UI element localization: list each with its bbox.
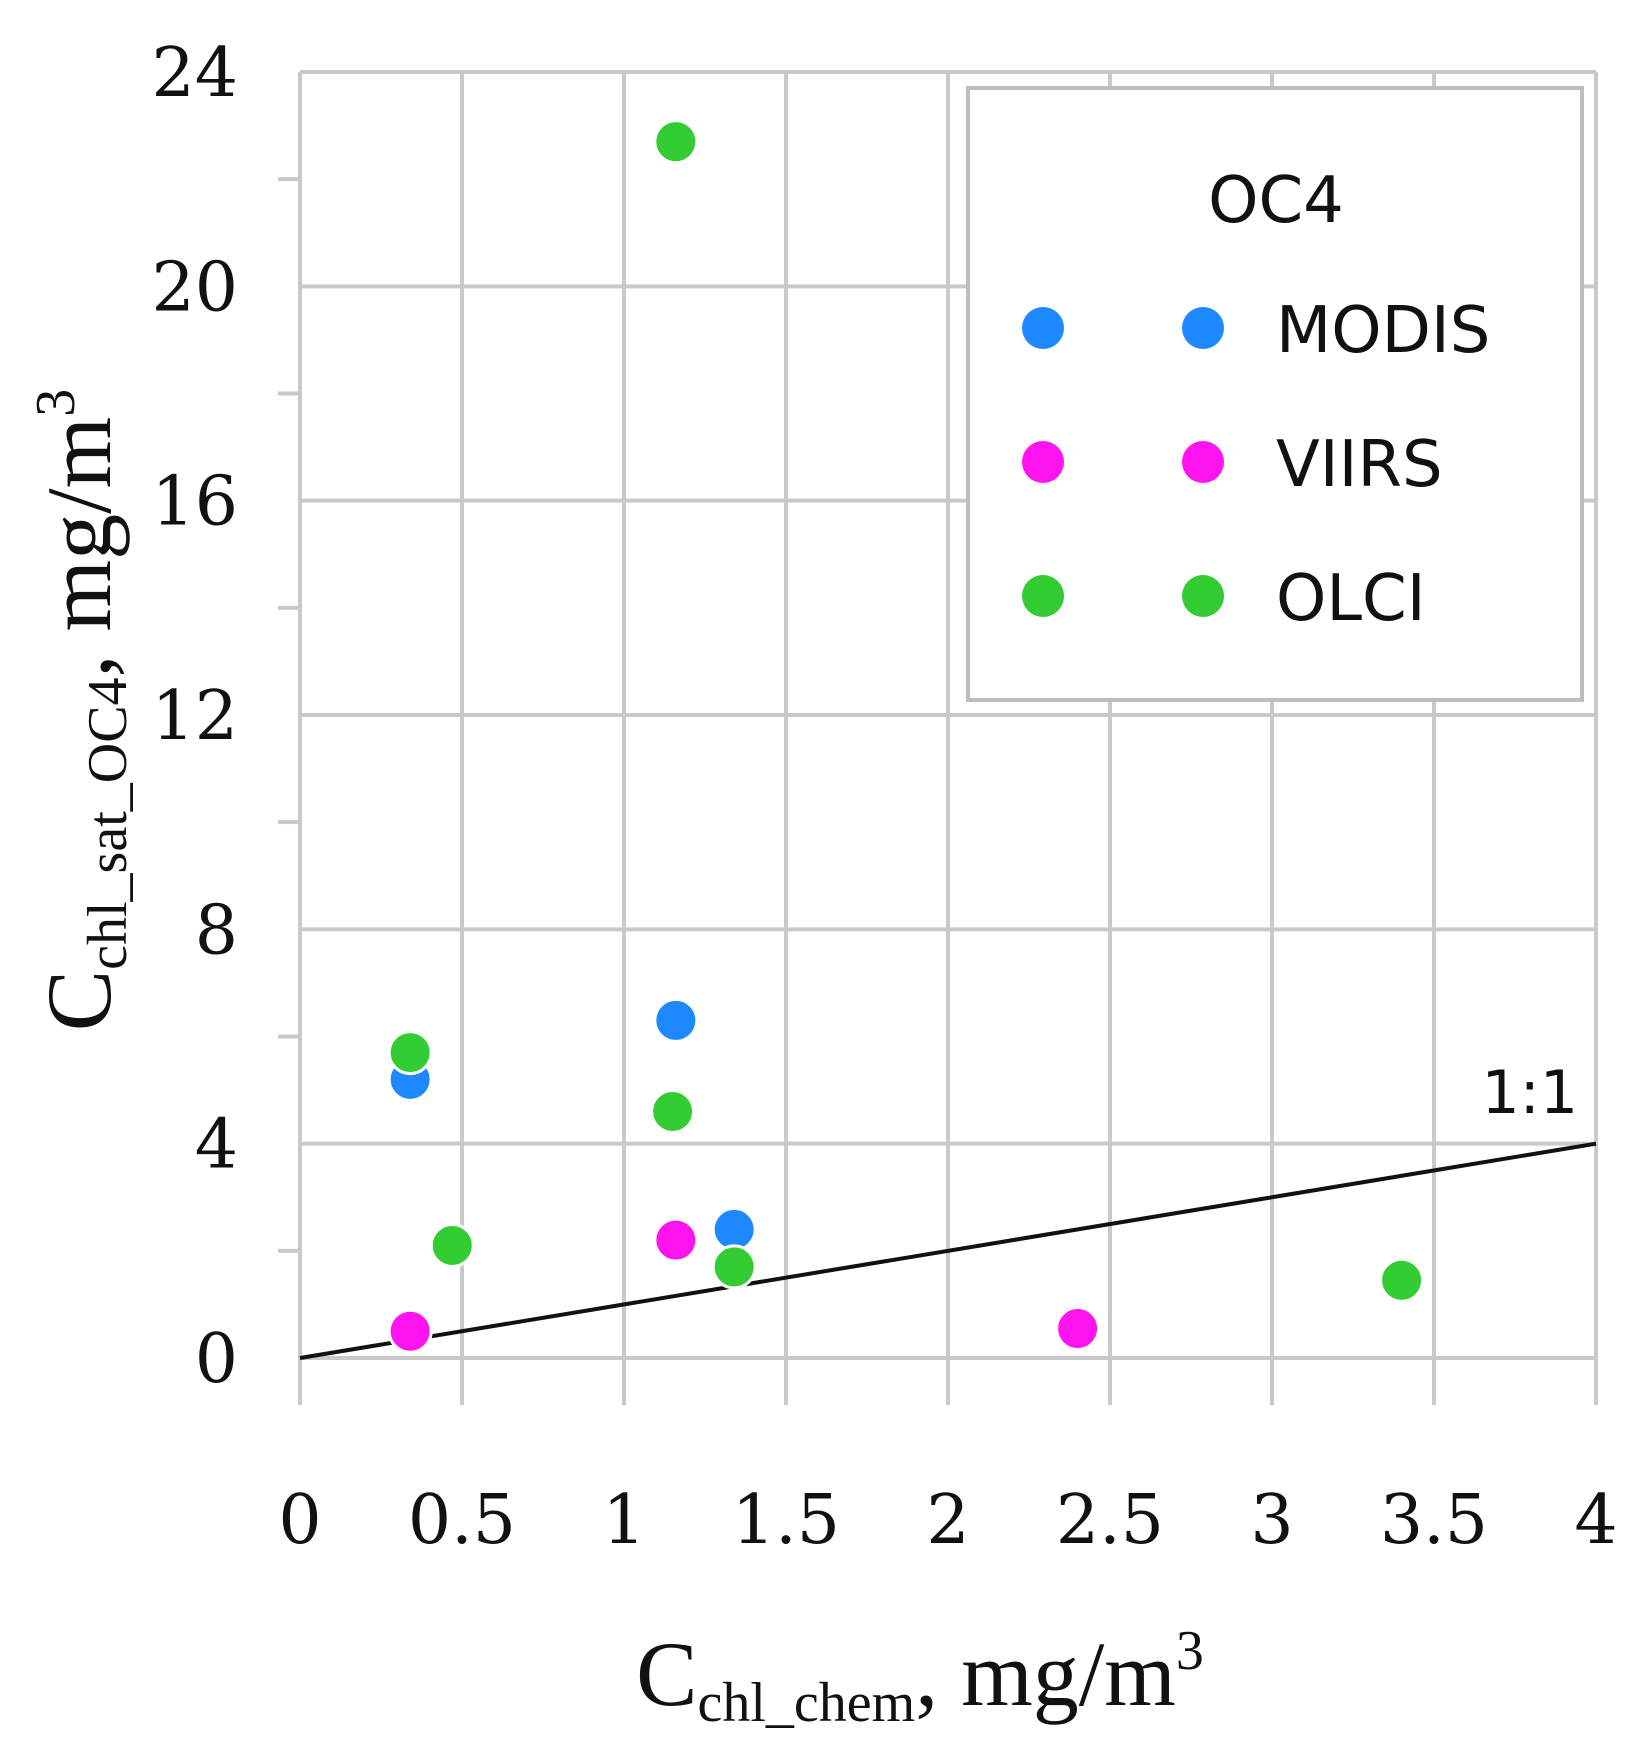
olci-point — [711, 1244, 757, 1290]
x-axis-title: Cchl_chem, mg/m3 — [636, 1620, 1204, 1734]
legend-marker-olci — [1182, 575, 1224, 617]
viirs-point — [1055, 1306, 1101, 1352]
one-to-one-line — [299, 1141, 1597, 1360]
x-axis-title-main: C — [636, 1623, 697, 1725]
legend-marker-viirs — [1022, 441, 1064, 483]
modis-point — [653, 997, 699, 1043]
x-tick-label: 0 — [278, 1481, 321, 1560]
legend-label-olci: OLCI — [1276, 562, 1426, 636]
data-points — [387, 119, 1425, 1354]
x-axis-title-suffix: , mg/m — [915, 1623, 1176, 1725]
legend-marker-viirs — [1182, 441, 1224, 483]
legend-title: OC4 — [1208, 164, 1344, 238]
legend-label-viirs: VIIRS — [1276, 428, 1443, 502]
y-axis-title-suffix: , mg/m — [28, 417, 130, 678]
olci-point — [653, 119, 699, 165]
x-axis-title-superscript: 3 — [1176, 1620, 1204, 1682]
x-axis-title-subscript: chl_chem — [698, 1672, 916, 1734]
one-to-one-label: 1:1 — [1481, 1058, 1578, 1128]
legend-marker-modis — [1022, 307, 1064, 349]
y-axis-title-superscript: 3 — [25, 389, 87, 417]
x-tick-label: 1 — [602, 1481, 645, 1560]
axes: 0 0.5 1 1.5 2 2.5 3 3.5 4 0 4 8 12 16 20 24 — [151, 34, 1617, 1560]
x-tick-label: 0.5 — [408, 1481, 516, 1560]
y-axis-title: Cchl_sat_OC4, mg/m3 — [25, 389, 139, 1031]
modis-point — [711, 1206, 757, 1252]
y-axis-title-subscript: chl_sat_OC4 — [77, 677, 139, 969]
viirs-point — [387, 1308, 433, 1354]
y-axis-title-main: C — [28, 970, 130, 1031]
x-tick-label: 4 — [1574, 1481, 1617, 1560]
olci-point — [429, 1222, 475, 1268]
x-tick-label: 1.5 — [732, 1481, 840, 1560]
olci-point — [1379, 1257, 1425, 1303]
olci-point — [387, 1030, 433, 1076]
y-tick-label: 4 — [195, 1106, 238, 1185]
legend: OC4 MODIS VIIRS OLCI — [966, 86, 1584, 702]
y-tick-label: 12 — [151, 677, 238, 756]
olci-point — [650, 1089, 696, 1135]
y-tick-label: 0 — [195, 1320, 238, 1399]
y-tick-label: 16 — [151, 463, 238, 542]
legend-box — [966, 86, 1584, 702]
legend-marker-modis — [1182, 307, 1224, 349]
y-tick-label: 24 — [151, 34, 238, 113]
x-tick-label: 3.5 — [1380, 1481, 1488, 1560]
legend-label-modis: MODIS — [1276, 294, 1490, 368]
x-tick-label: 2.5 — [1056, 1481, 1164, 1560]
x-tick-label: 2 — [926, 1481, 969, 1560]
legend-marker-olci — [1022, 575, 1064, 617]
reference-line-group: 1:1 — [299, 1058, 1597, 1360]
y-tick-label: 20 — [151, 248, 238, 327]
y-tick-label: 8 — [195, 891, 238, 970]
viirs-point — [653, 1217, 699, 1263]
x-tick-label: 3 — [1250, 1481, 1293, 1560]
